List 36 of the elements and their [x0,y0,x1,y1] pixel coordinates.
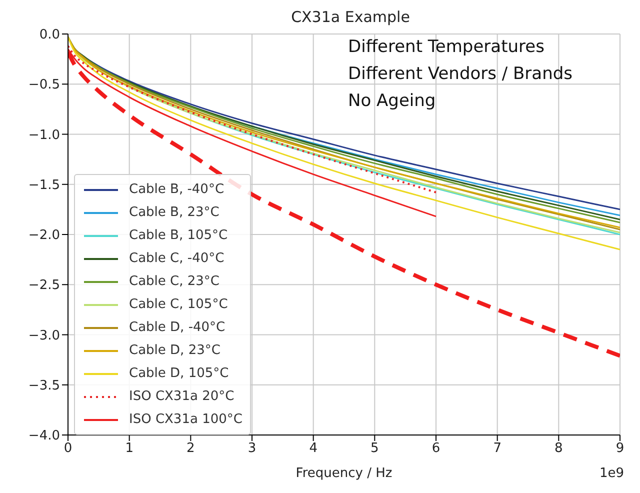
annotation: Different Temperatures [348,36,546,59]
legend-label: Cable C, -40°C [129,251,224,266]
legend-label: ISO CX31a 20°C [129,389,234,404]
legend-label: Cable B, 23°C [129,205,220,220]
x-tick-label: 2 [186,441,195,456]
legend-label: Cable C, 105°C [129,297,228,312]
x-tick-label: 3 [248,441,256,456]
x-tick-label: 6 [432,441,440,456]
y-tick-label: −3.5 [28,378,60,394]
x-tick-label: 5 [370,441,379,456]
x-tick-label: 8 [554,441,563,456]
text: 1e9 [599,466,624,481]
x-axis-title: Frequency / Hz [296,466,392,481]
chart-title: CX31a Example [290,8,411,26]
y-tick-label: −3.0 [28,328,60,344]
legend-label: Cable B, 105°C [129,228,228,243]
x-tick-label: 9 [616,441,624,456]
legend-label: Cable D, -40°C [129,320,226,335]
y-tick-label: −2.0 [28,228,60,244]
x-tick-label: 0 [64,441,72,456]
legend-label: Cable D, 105°C [129,366,229,381]
x-tick-label: 7 [493,441,502,456]
annotation: Different Vendors / Brands [348,63,573,86]
legend-label: Cable D, 23°C [129,343,220,358]
legend-label: Cable C, 23°C [129,274,220,289]
x-tick-label: 1 [125,441,134,456]
x-tick-label: 4 [309,441,318,456]
y-tick-label: −4.0 [28,428,60,444]
y-tick-label: −2.5 [28,278,60,294]
annotation: No Ageing [348,90,437,113]
y-tick-label: −1.0 [28,128,60,143]
y-tick-label: 0.0 [39,28,60,43]
y-tick-label: −0.5 [28,78,60,93]
y-tick-label: −1.5 [28,178,60,193]
legend-label: ISO CX31a 100°C [129,412,242,427]
legend-label: Cable B, -40°C [129,182,224,197]
